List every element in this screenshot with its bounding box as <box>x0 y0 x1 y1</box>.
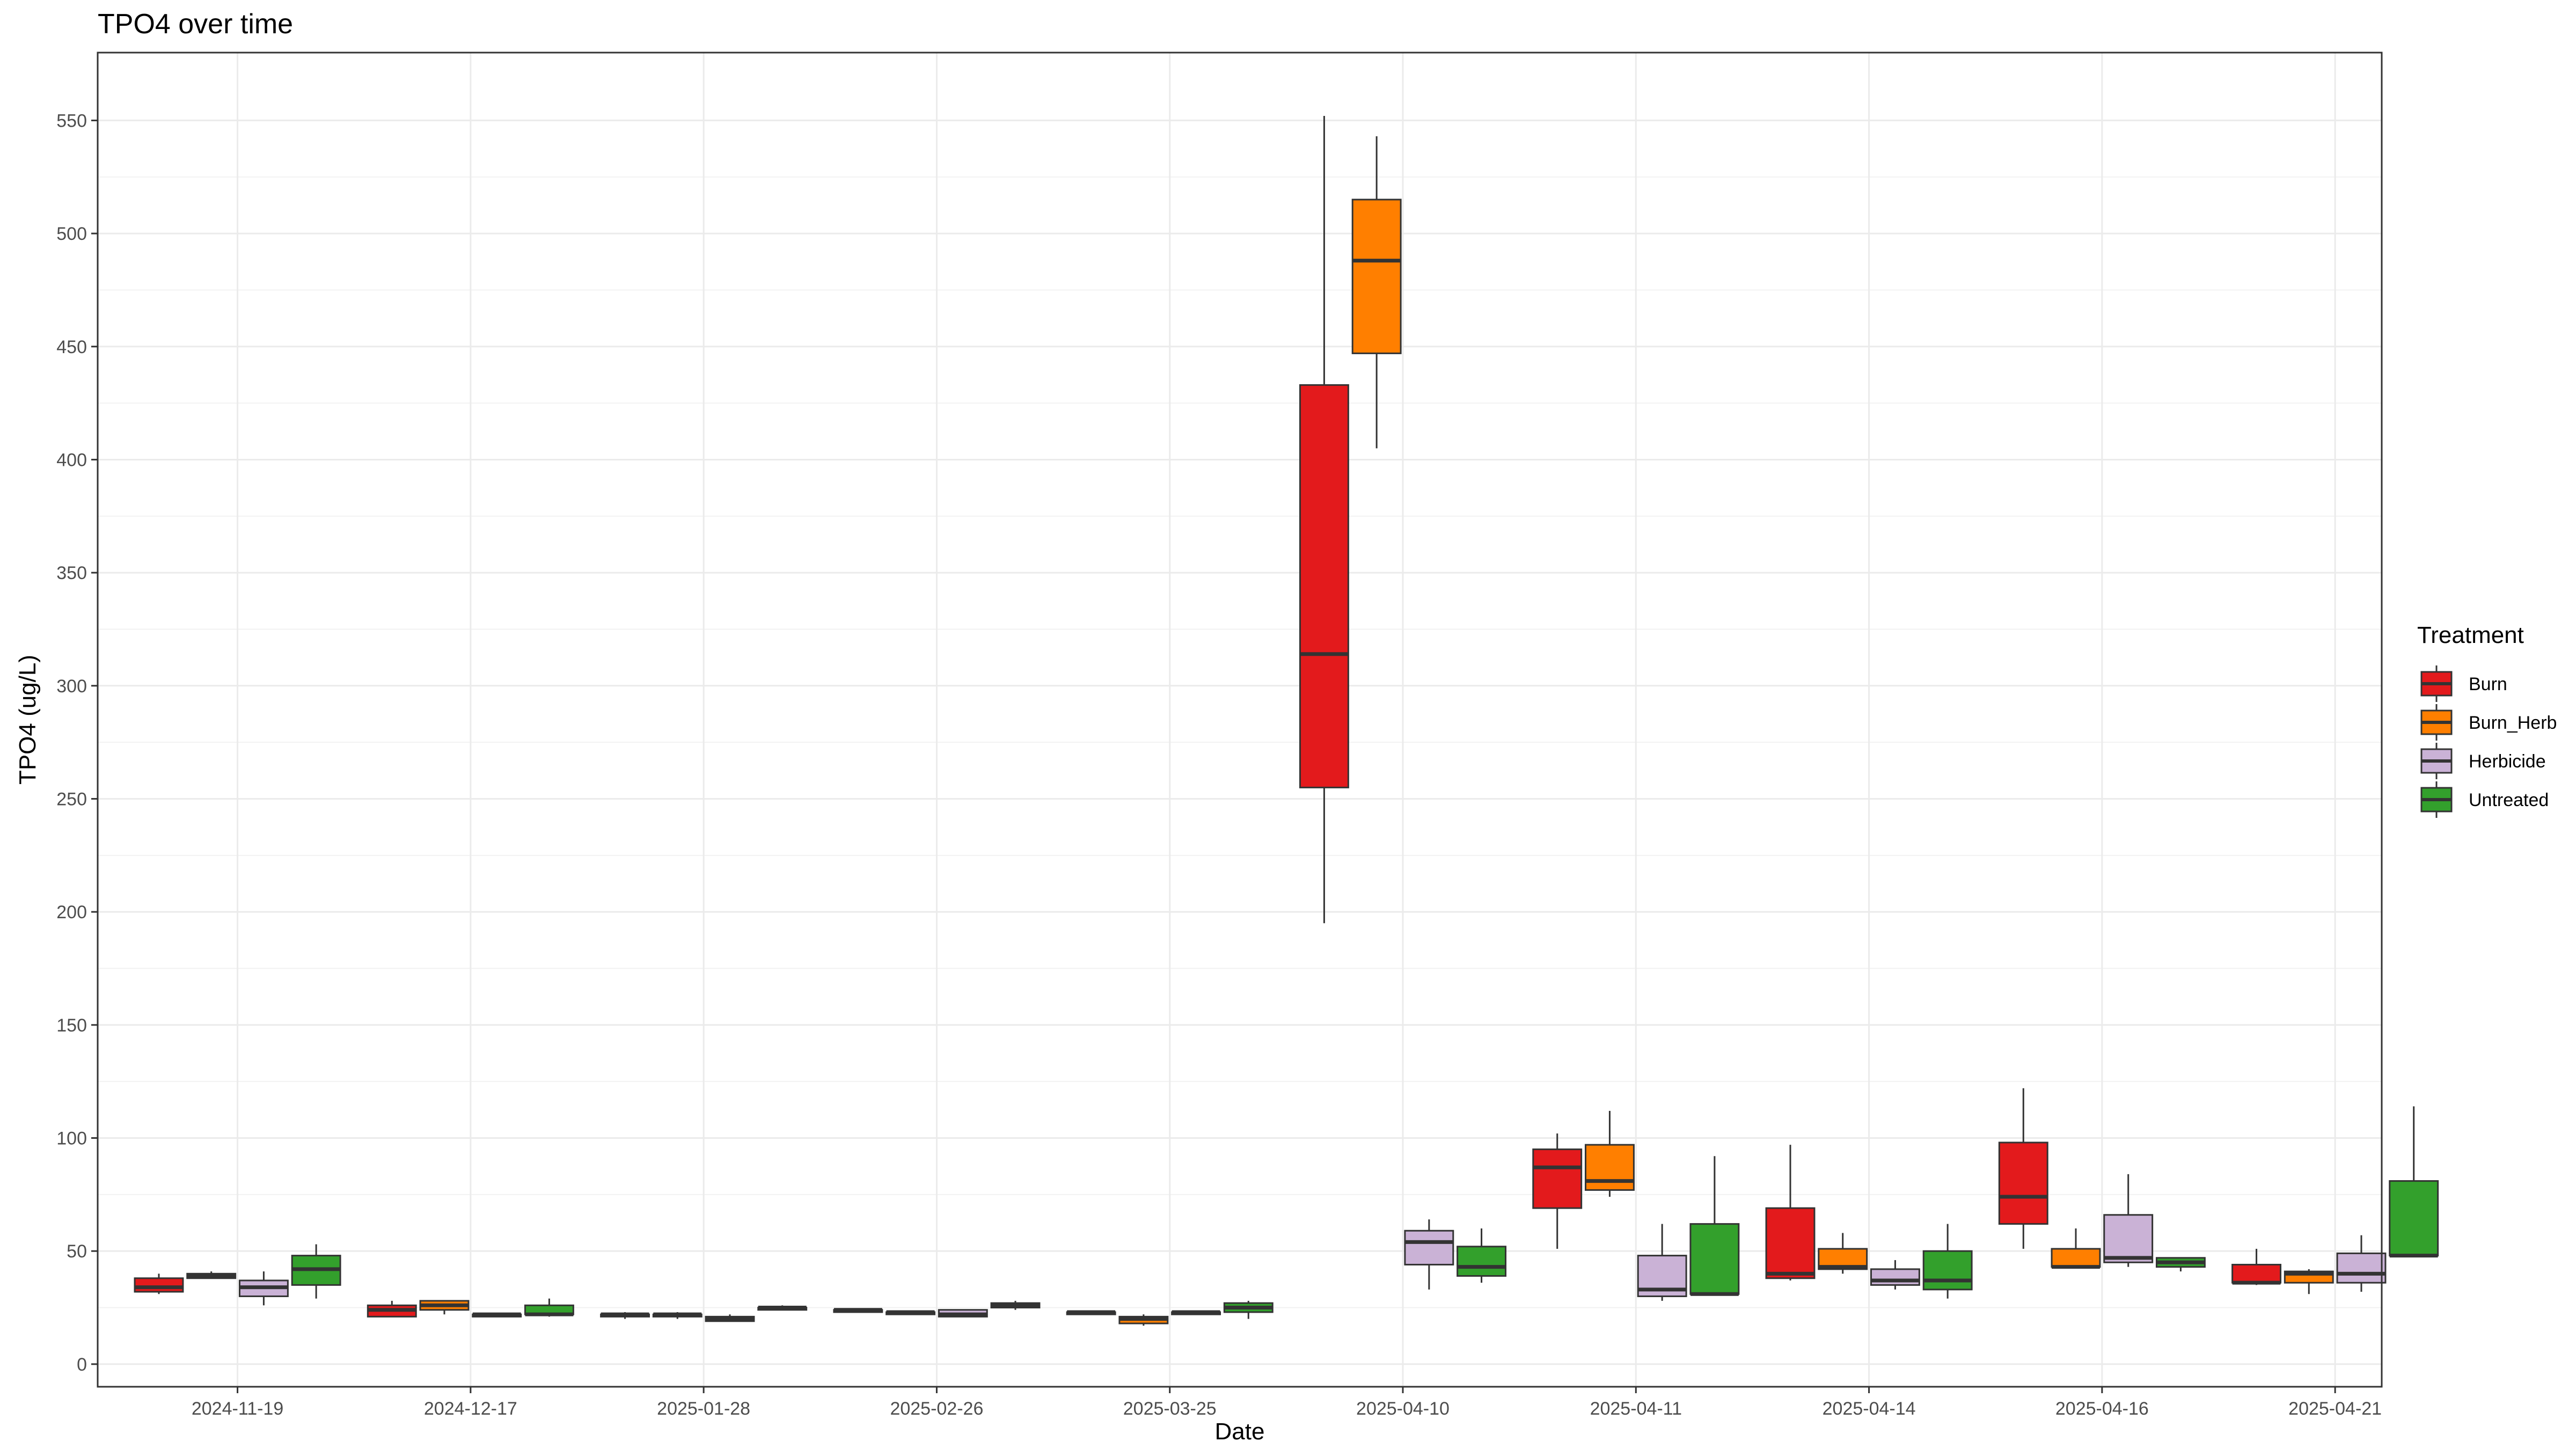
box-untreated-2024-12-17 <box>524 1298 574 1317</box>
box-burn-herb-2024-12-17 <box>419 1300 470 1315</box>
box-burn-herb-2025-04-10 <box>1351 136 1402 449</box>
box-body <box>1532 1148 1583 1209</box>
y-tick-label: 100 <box>56 1129 87 1149</box>
y-tick-label: 550 <box>56 111 87 131</box>
y-tick-label: 400 <box>56 450 87 470</box>
y-tick-label: 50 <box>67 1241 87 1262</box>
legend-item-untreated: Untreated <box>2417 780 2549 819</box>
box-burn-2025-04-11 <box>1532 1133 1583 1249</box>
box-burn-2025-02-26 <box>833 1308 883 1313</box>
y-tick-label: 150 <box>56 1015 87 1036</box>
box-burn-2024-11-19 <box>134 1274 184 1294</box>
box-burn-herb-2025-04-14 <box>1818 1233 1868 1274</box>
box-body <box>1998 1141 2048 1225</box>
box-burn-herb-2025-04-16 <box>2051 1228 2101 1269</box>
legend-item-burn: Burn <box>2417 664 2507 703</box>
legend-item-herbicide: Herbicide <box>2417 742 2546 780</box>
box-body <box>2231 1263 2282 1284</box>
box-herbicide-2025-03-25 <box>1171 1310 1221 1315</box>
box-burn-2025-04-16 <box>1998 1088 2048 1249</box>
box-herbicide-2025-04-10 <box>1404 1219 1454 1290</box>
legend-label: Burn <box>2469 674 2507 694</box>
legend: Treatment Burn Burn_Herb Herbicide Untreate… <box>2417 622 2557 819</box>
box-body <box>1922 1250 1973 1291</box>
box-herbicide-2024-12-17 <box>472 1312 522 1318</box>
box-body <box>2051 1248 2101 1268</box>
x-tick-label: 2025-04-14 <box>1823 1399 1916 1419</box>
box-burn-herb-2025-01-28 <box>652 1312 702 1319</box>
x-tick-label: 2025-04-10 <box>1356 1399 1450 1419</box>
x-tick-label: 2025-03-25 <box>1123 1399 1217 1419</box>
y-tick-label: 200 <box>56 902 87 923</box>
x-tick-label: 2024-11-19 <box>192 1399 283 1419</box>
box-body <box>2103 1214 2154 1263</box>
box-untreated-2025-04-16 <box>2155 1257 2206 1272</box>
box-untreated-2025-04-10 <box>1457 1228 1507 1283</box>
box-body <box>2389 1180 2439 1257</box>
legend-item-burn-herb: Burn_Herb <box>2417 703 2557 742</box>
box-herbicide-2025-04-16 <box>2103 1174 2154 1267</box>
box-body <box>1765 1207 1816 1279</box>
box-burn-2025-04-10 <box>1299 115 1349 924</box>
box-untreated-2025-04-11 <box>1689 1156 1740 1296</box>
legend-label: Burn_Herb <box>2469 713 2557 733</box>
x-tick-label: 2025-04-16 <box>2055 1399 2149 1419</box>
box-untreated-2025-01-28 <box>757 1305 808 1311</box>
box-untreated-2025-04-14 <box>1922 1224 1973 1299</box>
box-body <box>1870 1268 1920 1286</box>
box-herbicide-2024-11-19 <box>238 1271 289 1306</box>
box-burn-2025-03-25 <box>1066 1310 1116 1315</box>
x-tick-label: 2025-01-28 <box>657 1399 750 1419</box>
x-axis-title: Date <box>1215 1418 1265 1445</box>
box-burn-2025-01-28 <box>600 1312 650 1319</box>
box-burn-herb-2025-04-21 <box>2284 1269 2334 1294</box>
box-body <box>1689 1223 1740 1295</box>
box-herbicide-2025-02-26 <box>938 1309 988 1318</box>
box-body <box>1457 1246 1507 1277</box>
y-tick-label: 300 <box>56 676 87 697</box>
box-burn-herb-2024-11-19 <box>186 1271 237 1279</box>
chart-title: TPO4 over time <box>98 9 293 40</box>
y-axis-title: TPO4 (ug/L) <box>14 655 41 785</box>
gridlines <box>98 53 2382 1387</box>
x-tick-label: 2024-12-17 <box>424 1399 517 1419</box>
box-untreated-2025-04-21 <box>2389 1106 2439 1258</box>
box-burn-herb-2025-03-25 <box>1118 1314 1169 1326</box>
box-burn-2024-12-17 <box>367 1300 417 1318</box>
box-body <box>1584 1144 1635 1191</box>
box-burn-2025-04-14 <box>1765 1145 1816 1280</box>
x-axis: 2024-11-19 2024-12-17 2025-01-28 2025-02-26… <box>192 1387 2382 1419</box>
box-layer <box>134 115 2439 1326</box>
y-tick-label: 500 <box>56 224 87 244</box>
box-untreated-2025-02-26 <box>990 1300 1041 1310</box>
legend-label: Untreated <box>2469 790 2549 810</box>
box-body <box>2336 1252 2387 1284</box>
y-tick-label: 0 <box>77 1355 87 1375</box>
box-herbicide-2025-04-21 <box>2336 1235 2387 1292</box>
legend-items: Burn Burn_Herb Herbicide Untreated <box>2417 664 2557 819</box>
box-burn-herb-2025-02-26 <box>885 1310 936 1315</box>
legend-title: Treatment <box>2417 622 2524 648</box>
plot-border <box>97 52 2383 1388</box>
x-tick-label: 2025-02-26 <box>890 1399 983 1419</box>
y-axis: 0 50 100 150 200 250 300 350 400 450 500 550 <box>56 111 98 1375</box>
box-body <box>1351 199 1402 354</box>
box-body <box>1404 1230 1454 1265</box>
x-tick-label: 2025-04-21 <box>2288 1399 2382 1419</box>
box-herbicide-2025-04-14 <box>1870 1260 1920 1290</box>
x-tick-label: 2025-04-11 <box>1590 1399 1682 1419</box>
box-body <box>1299 384 1349 788</box>
box-untreated-2024-11-19 <box>291 1244 341 1299</box>
box-herbicide-2025-01-28 <box>705 1314 755 1322</box>
legend-label: Herbicide <box>2469 751 2546 772</box>
box-burn-2025-04-21 <box>2231 1248 2282 1285</box>
box-burn-herb-2025-04-11 <box>1584 1110 1635 1197</box>
y-tick-label: 250 <box>56 789 87 809</box>
box-body <box>134 1277 184 1293</box>
y-tick-label: 450 <box>56 337 87 357</box>
box-herbicide-2025-04-11 <box>1637 1224 1687 1301</box>
box-untreated-2025-03-25 <box>1223 1300 1274 1319</box>
y-tick-label: 350 <box>56 563 87 583</box>
